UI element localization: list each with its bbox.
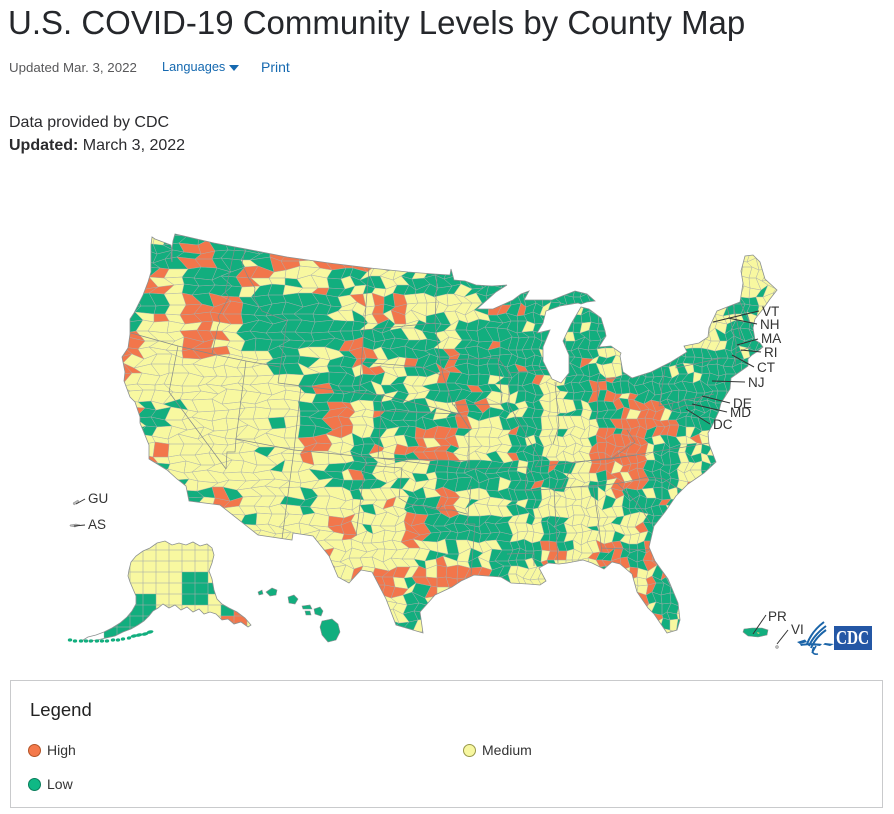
svg-text:PR: PR: [768, 609, 787, 624]
svg-text:NH: NH: [760, 317, 780, 332]
svg-text:CT: CT: [757, 360, 775, 375]
svg-text:GU: GU: [88, 491, 108, 506]
svg-text:DC: DC: [713, 417, 733, 432]
svg-text:MA: MA: [761, 331, 781, 346]
svg-text:RI: RI: [764, 345, 778, 360]
svg-text:VT: VT: [762, 304, 779, 319]
svg-text:MD: MD: [730, 405, 751, 420]
svg-text:CDC: CDC: [836, 627, 869, 649]
svg-text:VI: VI: [791, 622, 804, 637]
svg-text:DE: DE: [733, 396, 752, 411]
svg-text:AS: AS: [88, 517, 106, 532]
svg-text:NJ: NJ: [748, 375, 765, 390]
